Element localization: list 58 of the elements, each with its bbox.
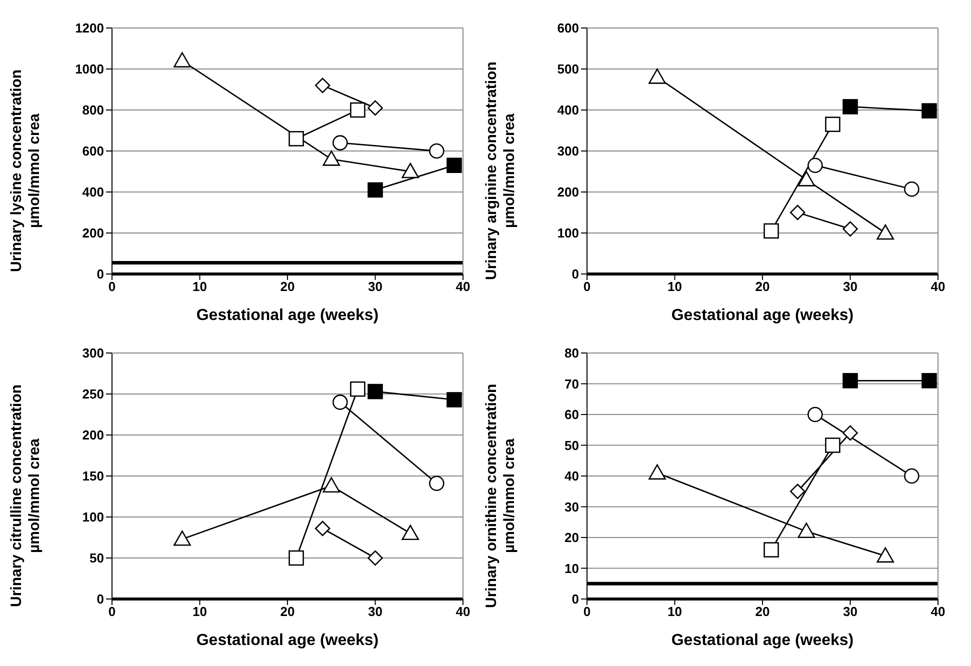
y-tick-label: 0 (96, 266, 104, 282)
y-tick-label: 1000 (75, 62, 104, 77)
y-tick-label: 300 (557, 144, 579, 159)
x-tick-label: 40 (456, 279, 470, 294)
y-tick-label: 60 (564, 407, 579, 422)
x-tick-label: 40 (456, 604, 470, 620)
x-tick-label: 40 (930, 279, 946, 294)
y-tick-label: 200 (557, 184, 579, 200)
y-tick-label: 100 (557, 226, 579, 241)
x-axis-title: Gestational age (weeks) (671, 307, 854, 324)
y-tick-label: 10 (564, 560, 579, 576)
x-axis-title: Gestational age (weeks) (196, 307, 379, 324)
y-tick-label: 80 (564, 346, 579, 361)
y-tick-label: 400 (557, 102, 579, 118)
y-tick-label: 40 (564, 468, 579, 484)
y-tick-label: 150 (82, 468, 104, 484)
x-tick-label: 20 (280, 604, 295, 620)
x-tick-label: 10 (668, 604, 682, 620)
y-tick-label: 0 (572, 592, 579, 607)
x-tick-label: 20 (755, 604, 770, 620)
y-tick-label: 500 (557, 62, 579, 77)
x-axis-title: Gestational age (weeks) (671, 632, 854, 649)
y-axis-title: Urinary citrulline concentration µmol/mmol crea (8, 383, 44, 609)
x-tick-label: 10 (668, 279, 682, 294)
x-tick-label: 20 (280, 279, 295, 294)
y-tick-label: 50 (564, 438, 579, 453)
y-tick-label: 600 (557, 20, 579, 36)
x-tick-label: 10 (192, 279, 207, 294)
x-tick-label: 30 (843, 279, 858, 294)
x-tick-label: 10 (192, 604, 207, 620)
y-tick-label: 30 (564, 499, 579, 514)
y-tick-label: 1200 (75, 20, 104, 36)
y-tick-label: 200 (82, 428, 104, 443)
y-tick-label: 200 (82, 226, 104, 241)
x-tick-label: 30 (368, 604, 382, 620)
y-axis-title: Urinary arginine concentration µmol/mmol crea (483, 60, 519, 282)
x-tick-label: 20 (755, 279, 770, 294)
x-tick-label: 0 (583, 279, 591, 294)
x-axis-title: Gestational age (weeks) (196, 632, 379, 649)
x-tick-label: 0 (108, 604, 116, 620)
y-tick-label: 250 (82, 386, 104, 402)
y-tick-label: 600 (82, 144, 104, 159)
x-tick-label: 30 (843, 604, 858, 620)
y-tick-label: 400 (82, 184, 104, 200)
y-tick-label: 100 (82, 510, 104, 525)
y-tick-label: 20 (564, 530, 579, 546)
y-axis-title: Urinary lysine concentration µmol/mmol crea (8, 68, 44, 274)
y-tick-label: 0 (96, 592, 104, 607)
y-tick-label: 50 (90, 550, 104, 566)
x-tick-label: 40 (930, 604, 946, 620)
y-tick-label: 0 (572, 266, 579, 282)
y-axis-title: Urinary ornithine concentration µmol/mmol crea (483, 382, 519, 610)
x-tick-label: 30 (368, 279, 382, 294)
y-tick-label: 300 (82, 346, 104, 361)
y-tick-label: 800 (82, 102, 104, 118)
x-tick-label: 0 (583, 604, 591, 620)
y-tick-label: 70 (564, 376, 579, 392)
x-tick-label: 0 (108, 279, 116, 294)
